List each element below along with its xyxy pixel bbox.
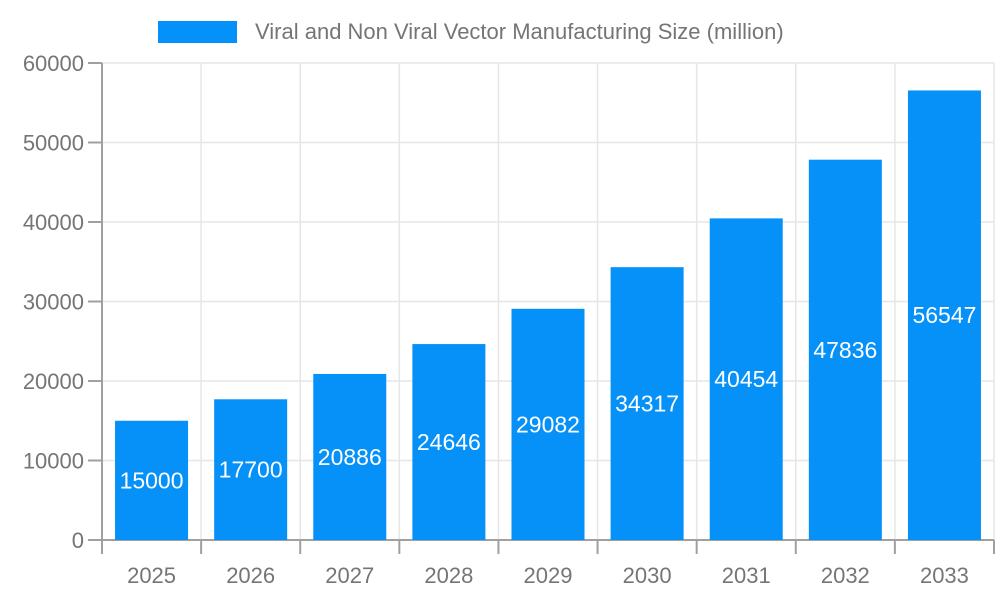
bar-value-label: 17700 (219, 457, 283, 483)
bar-value-label: 56547 (912, 302, 976, 328)
bar-value-label: 34317 (615, 391, 679, 417)
bar (808, 159, 882, 540)
bar (412, 344, 486, 540)
bar (214, 399, 288, 540)
y-tick-label: 50000 (23, 131, 84, 156)
bar-value-label: 15000 (120, 467, 184, 493)
bar-value-label: 20886 (318, 444, 382, 470)
bar (709, 218, 783, 541)
y-tick-label: 60000 (23, 51, 84, 76)
bar-value-label: 24646 (417, 429, 481, 455)
y-tick-label: 0 (72, 528, 84, 553)
bar-value-label: 47836 (813, 337, 877, 363)
bar-value-label: 40454 (714, 366, 778, 392)
legend-swatch (158, 21, 237, 43)
x-tick-label: 2025 (127, 563, 176, 588)
y-tick-label: 30000 (23, 290, 84, 315)
x-tick-label: 2027 (325, 563, 374, 588)
x-tick-label: 2029 (524, 563, 573, 588)
y-tick-label: 10000 (23, 449, 84, 474)
chart-legend: Viral and Non Viral Vector Manufacturing… (158, 19, 784, 45)
x-tick-label: 2026 (226, 563, 275, 588)
bar (907, 90, 981, 540)
x-tick-label: 2032 (821, 563, 870, 588)
y-tick-label: 40000 (23, 210, 84, 235)
bar (115, 420, 189, 540)
bar (610, 267, 684, 540)
x-tick-label: 2031 (722, 563, 771, 588)
x-tick-label: 2033 (920, 563, 969, 588)
bar (313, 373, 387, 540)
x-tick-label: 2030 (623, 563, 672, 588)
bar (511, 308, 585, 540)
y-tick-label: 20000 (23, 369, 84, 394)
legend-label: Viral and Non Viral Vector Manufacturing… (255, 19, 784, 44)
x-tick-label: 2028 (424, 563, 473, 588)
bar-value-label: 29082 (516, 411, 580, 437)
